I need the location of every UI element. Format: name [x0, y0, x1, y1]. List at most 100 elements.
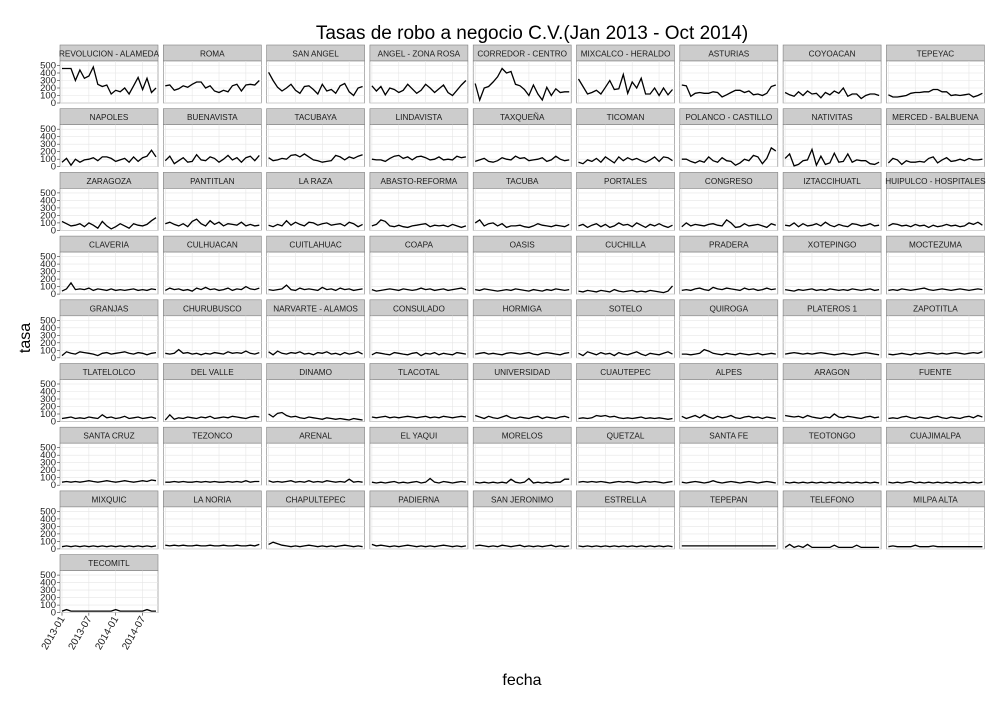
facet-panel: ANGEL - ZONA ROSA: [369, 44, 469, 104]
facet-plot-area: [369, 315, 469, 359]
facet-panel: MERCED - BALBUENA: [886, 108, 985, 167]
facet-strip-label: PANTITLAN: [190, 177, 235, 186]
facet-panel: CUAUTEPEC: [576, 363, 675, 422]
y-tick-label: 500: [40, 61, 56, 72]
facet-panel: CONSULADO: [369, 299, 469, 359]
y-tick-label: 500: [40, 252, 56, 263]
facet-strip-label: CUAUTEPEC: [600, 368, 651, 377]
y-tick-label: 100: [40, 218, 56, 229]
y-tick-label: 300: [40, 458, 56, 469]
facet-plot-area: [369, 124, 469, 167]
facet-strip-label: ABASTO-REFORMA: [381, 177, 458, 186]
facet-plot-area: [679, 315, 779, 359]
series-line: [61, 545, 157, 548]
y-tick-label: 0: [51, 353, 56, 364]
facet-panel: BUENAVISTA: [163, 108, 262, 167]
facet-strip-label: TACUBA: [506, 177, 539, 186]
facet-strip-label: MILPA ALTA: [913, 495, 958, 504]
y-tick-label: 300: [40, 267, 56, 278]
series-line: [268, 350, 363, 356]
facet-strip-label: COAPA: [405, 241, 434, 250]
series-line: [61, 351, 157, 357]
facet-panel: PRADERA: [679, 235, 779, 295]
facet-strip-label: CULHUACAN: [187, 241, 238, 250]
facet-panel: SAN ANGEL: [266, 44, 365, 104]
series-line: [371, 543, 467, 548]
facet-strip-label: SAN JERONIMO: [491, 495, 553, 504]
facet-strip-label: PRADERA: [709, 241, 749, 250]
series-line: [578, 545, 673, 548]
facet-panel: LINDAVISTA: [369, 108, 469, 167]
facet-panel: EL YAQUI: [369, 426, 469, 486]
facet-plot-area: [782, 60, 882, 104]
facet-strip-label: PORTALES: [604, 177, 647, 186]
y-tick-label: 200: [40, 402, 56, 413]
facet-panel: NATIVITAS: [782, 108, 882, 168]
facet-plot-area: [266, 379, 365, 422]
series-line: [61, 149, 157, 167]
facet-plot-area: [576, 188, 675, 231]
y-tick-label: 300: [40, 203, 56, 214]
y-tick-label: 200: [40, 338, 56, 349]
x-tick-label: 2013-07: [67, 614, 95, 652]
series-line: [61, 413, 157, 420]
series-line: [268, 478, 363, 483]
y-tick-label: 100: [40, 91, 56, 102]
series-line: [578, 480, 673, 484]
facet-strip-label: SOTELO: [609, 304, 642, 313]
facet-panel: ALPES: [679, 363, 779, 422]
series-line: [164, 413, 260, 421]
facet-panel: TLACOTAL: [369, 363, 469, 422]
y-tick-label: 200: [40, 210, 56, 221]
x-tick-label: 2014-07: [120, 614, 148, 652]
facet-plot-area: [472, 251, 572, 295]
series-line: [268, 153, 363, 163]
facet-strip-label: CUCHILLA: [605, 241, 646, 250]
facet-panel: UNIVERSIDAD: [472, 363, 572, 422]
facet-panel: CHAPULTEPEC: [266, 490, 365, 550]
series-line: [371, 477, 466, 484]
facet-panel: CUITLAHUAC: [266, 235, 365, 295]
x-axis-label: fecha: [502, 672, 541, 689]
y-tick-label: 100: [40, 600, 56, 611]
facet-strip-label: ZARAGOZA: [86, 177, 132, 186]
facet-panel: TACUBA: [472, 172, 572, 231]
facet-strip-label: NAPOLES: [90, 113, 129, 122]
y-tick-label: 400: [40, 514, 56, 525]
facet-plot-area: [782, 251, 882, 295]
facet-panel: MORELOS: [472, 426, 572, 486]
y-tick-label: 500: [40, 124, 56, 135]
facet-strip-label: TICOMAN: [607, 113, 645, 122]
x-tick-label: 2013-01: [40, 614, 68, 652]
facet-strip-label: MERCED - BALBUENA: [892, 113, 979, 122]
facet-plot-area: [679, 60, 779, 104]
y-tick-label: 500: [40, 443, 56, 454]
series-line: [61, 217, 157, 230]
facet-strip-label: GRANJAS: [90, 304, 129, 313]
y-tick-label: 0: [51, 544, 56, 555]
facet-panel: MOCTEZUMA: [886, 235, 985, 295]
series-line: [165, 348, 260, 356]
series-line: [785, 221, 880, 228]
facet-strip-label: NARVARTE - ALAMOS: [273, 304, 358, 313]
y-tick-label: 200: [40, 593, 56, 604]
facet-panel: PLATEROS 1: [782, 299, 882, 359]
facet-plot-area: [679, 251, 779, 295]
facet-strip-label: CORREDOR - CENTRO: [477, 50, 567, 59]
series-line: [164, 153, 260, 165]
series-line: [578, 285, 673, 294]
facet-panel: QUETZAL: [576, 426, 675, 486]
facet-plot-area: [59, 379, 159, 422]
facet-strip-label: ARENAL: [299, 432, 332, 441]
facet-panel: ABASTO-REFORMA: [369, 172, 469, 231]
facet-strip-label: TEPEYAC: [917, 50, 955, 59]
facet-plot-area: [782, 506, 882, 550]
facet-panel: LA RAZA: [266, 172, 365, 231]
series-line: [784, 288, 880, 292]
facet-strip-label: MIXQUIC: [91, 495, 126, 504]
series-line: [578, 155, 673, 165]
facet-plot-area: [163, 379, 262, 422]
facet-panel: PADIERNA: [369, 490, 469, 550]
